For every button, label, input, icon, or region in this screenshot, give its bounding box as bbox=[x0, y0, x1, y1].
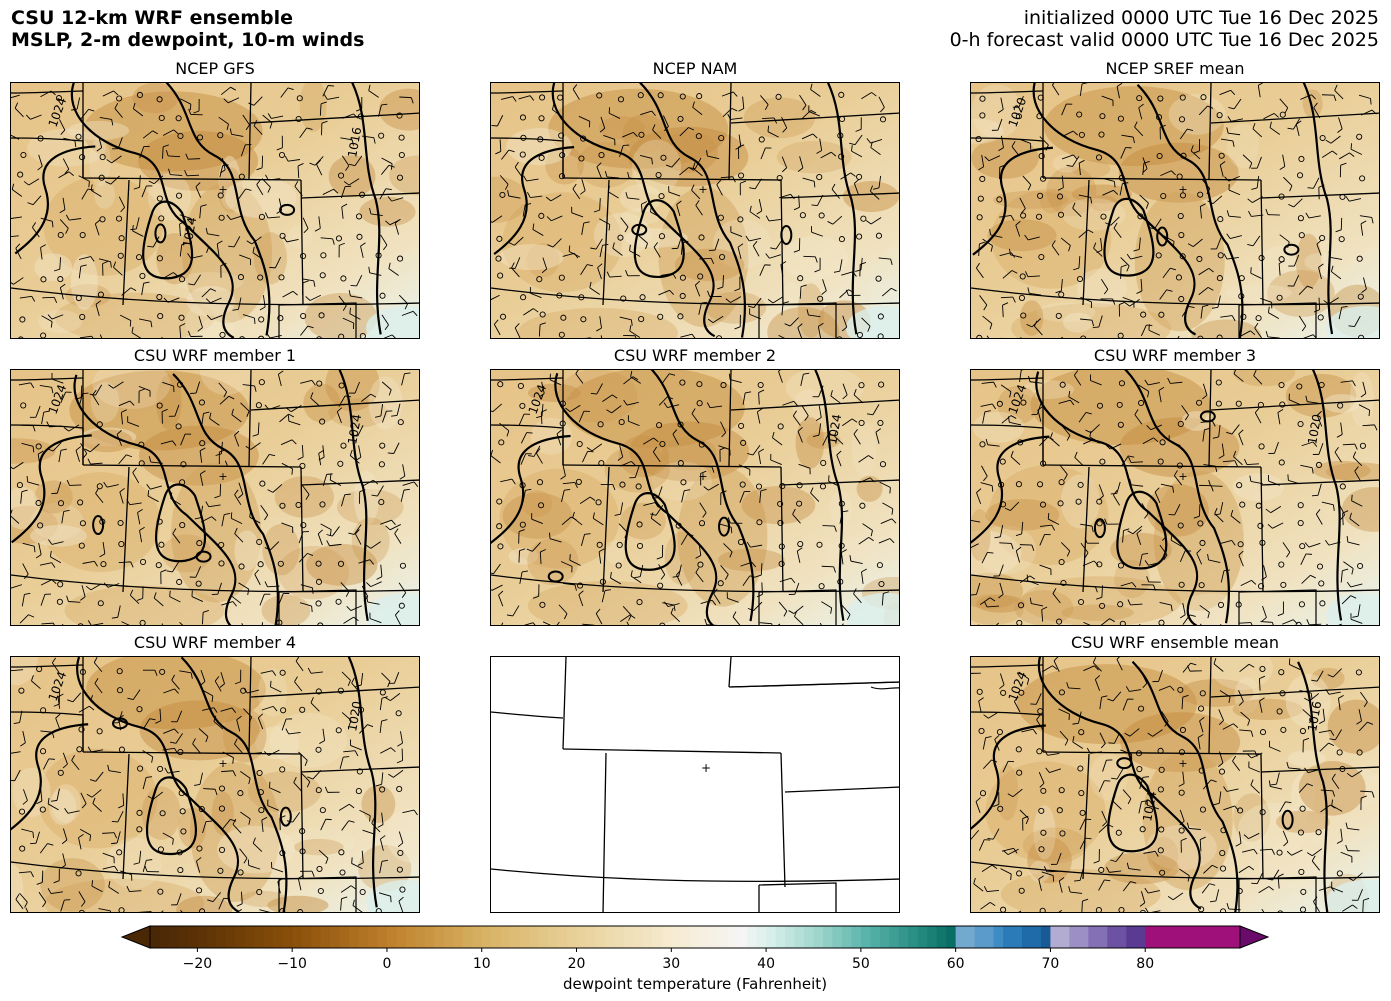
isobar-label: 1024 bbox=[180, 216, 199, 249]
isobar-label: 1020 bbox=[345, 700, 364, 733]
map-panel-member1: +1024 1024 bbox=[10, 369, 420, 626]
svg-text:+: + bbox=[698, 183, 707, 196]
colorbar-tick-label: 70 bbox=[1041, 956, 1060, 972]
panel-title-ensemble-mean: CSU WRF ensemble mean bbox=[1070, 633, 1279, 652]
svg-text:+: + bbox=[1178, 470, 1187, 483]
colorbar-tick-label: 80 bbox=[1136, 956, 1155, 972]
colorbar-tick-label: −10 bbox=[277, 956, 307, 972]
isobar-label: 1016 bbox=[345, 126, 364, 159]
svg-text:+: + bbox=[1178, 183, 1187, 196]
panel-title-member1: CSU WRF member 1 bbox=[133, 346, 297, 365]
isobar-label: 1024 bbox=[345, 413, 364, 446]
valid-time-label: 0-h forecast valid 0000 UTC Tue 16 Dec 2… bbox=[949, 29, 1379, 51]
map-panel-member2: +1024 1024 bbox=[490, 369, 900, 626]
colorbar-tick-label: −20 bbox=[182, 956, 213, 972]
map-panel-gfs: +1024 1016 1024 bbox=[10, 82, 420, 339]
panel-title-gfs: NCEP GFS bbox=[175, 59, 255, 78]
colorbar-tick-label: 30 bbox=[662, 956, 681, 972]
map-panel-ensemble-mean: +1024 1016 1024 bbox=[970, 656, 1380, 913]
svg-text:+: + bbox=[698, 470, 707, 483]
figure-title-right: initialized 0000 UTC Tue 16 Dec 2025 0-h… bbox=[950, 7, 1379, 51]
svg-text:+: + bbox=[1178, 757, 1187, 770]
map-panel-nam: + bbox=[490, 82, 900, 339]
svg-text:+: + bbox=[701, 761, 711, 775]
colorbar-tick-label: 0 bbox=[382, 956, 392, 972]
panel-title-sref: NCEP SREF mean bbox=[1105, 59, 1245, 78]
svg-text:+: + bbox=[218, 183, 227, 196]
colorbar-gradient bbox=[120, 925, 1270, 952]
colorbar-label: dewpoint temperature (Fahrenheit) bbox=[562, 975, 828, 993]
map-panel-member3: +1024 1020 bbox=[970, 369, 1380, 626]
svg-text:+: + bbox=[218, 757, 227, 770]
svg-text:+: + bbox=[218, 470, 227, 483]
colorbar-tick-label: 20 bbox=[567, 956, 586, 972]
colorbar: −20 −10 0 10 20 30 40 50 60 70 80 dewpoint tempera… bbox=[120, 922, 1270, 1000]
map-panel-sref: +1020 bbox=[970, 82, 1380, 339]
panel-title-nam: NCEP NAM bbox=[652, 59, 738, 78]
map-panel-blank: + bbox=[490, 656, 900, 913]
colorbar-tick-label: 10 bbox=[472, 956, 491, 972]
panel-title-member3: CSU WRF member 3 bbox=[1093, 346, 1257, 365]
isobar-label: 1016 bbox=[1305, 700, 1324, 733]
isobar-label: 1020 bbox=[1305, 413, 1324, 446]
panel-title-member4: CSU WRF member 4 bbox=[133, 633, 297, 652]
map-panel-member4: +1024 1020 bbox=[10, 656, 420, 913]
isobar-label: 1024 bbox=[1140, 790, 1159, 823]
colorbar-tick-label: 40 bbox=[757, 956, 775, 972]
init-time-label: initialized 0000 UTC Tue 16 Dec 2025 bbox=[1023, 7, 1379, 29]
figure-title-left: CSU 12-km WRF ensemble MSLP, 2-m dewpoin… bbox=[11, 7, 364, 51]
panel-title-member2: CSU WRF member 2 bbox=[613, 346, 777, 365]
isobar-label: 1024 bbox=[825, 413, 844, 446]
figure-title-line1: CSU 12-km WRF ensemble bbox=[11, 7, 293, 29]
colorbar-tick-label: 50 bbox=[851, 956, 870, 972]
colorbar-tick-label: 60 bbox=[946, 956, 965, 972]
figure-title-line2: MSLP, 2-m dewpoint, 10-m winds bbox=[11, 29, 365, 51]
